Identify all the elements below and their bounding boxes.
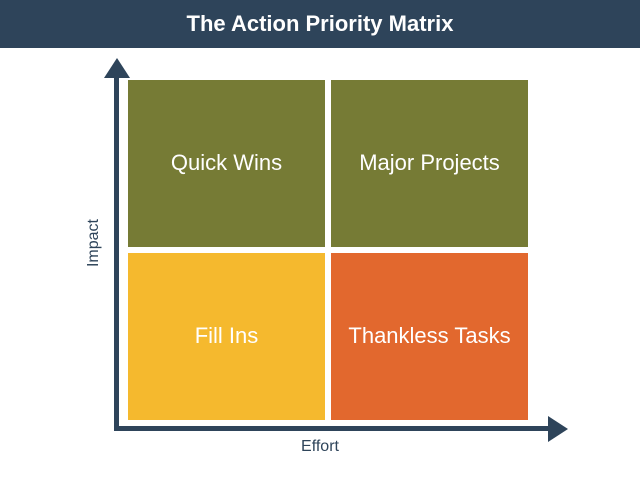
quadrant-grid: Quick Wins Major Projects Fill Ins Thank… — [128, 80, 528, 420]
y-axis-label: Impact — [85, 203, 103, 283]
x-axis-arrowhead-icon — [548, 416, 568, 442]
quadrant-top-left: Quick Wins — [128, 80, 325, 247]
quadrant-bottom-right: Thankless Tasks — [331, 253, 528, 420]
header-bar: The Action Priority Matrix — [0, 0, 640, 48]
y-axis-line — [114, 64, 119, 426]
quadrant-bottom-left: Fill Ins — [128, 253, 325, 420]
x-axis-label: Effort — [260, 438, 380, 456]
matrix-container: Impact Effort Quick Wins Major Projects … — [80, 64, 600, 484]
header-title: The Action Priority Matrix — [187, 11, 454, 37]
quadrant-top-right: Major Projects — [331, 80, 528, 247]
x-axis-line — [114, 426, 552, 431]
